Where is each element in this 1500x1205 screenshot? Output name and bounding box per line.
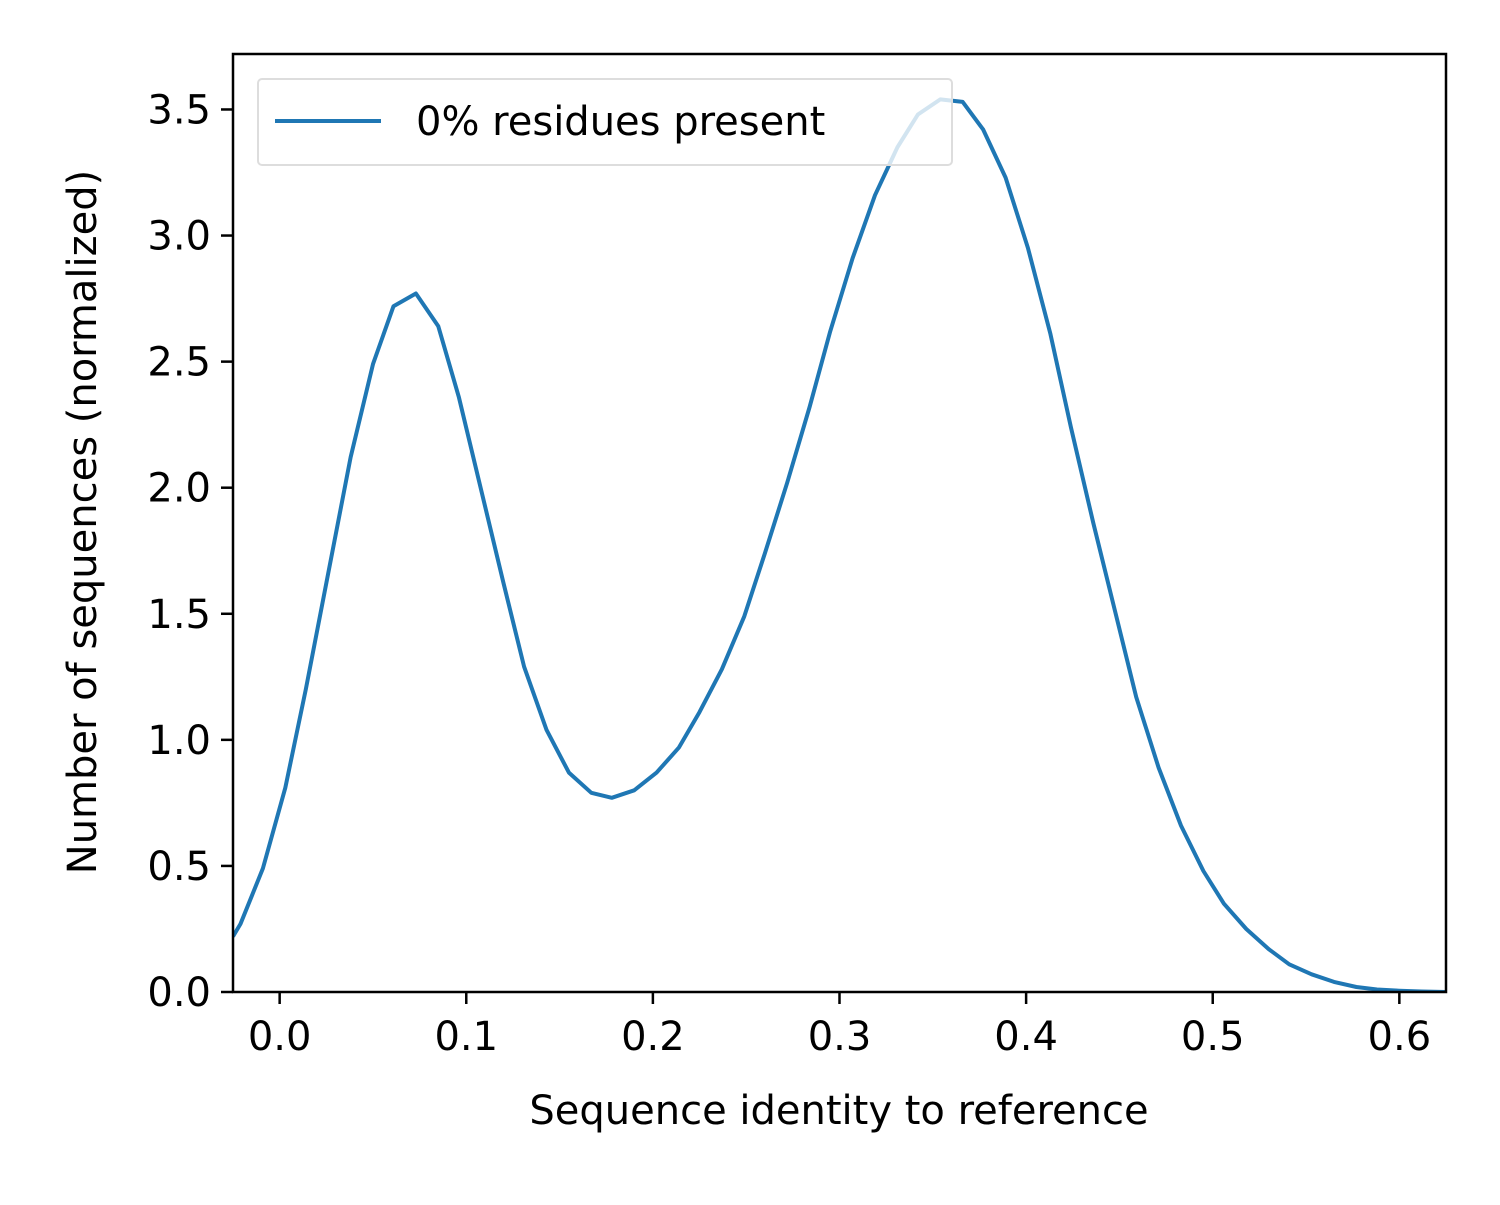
legend-box xyxy=(257,78,953,166)
y-tick-label: 1.5 xyxy=(147,592,211,638)
x-tick-label: 0.5 xyxy=(1181,1014,1245,1060)
legend-label: 0% residues present xyxy=(416,99,825,145)
series-line-0 xyxy=(233,97,1446,992)
y-tick-label: 0.0 xyxy=(147,970,211,1016)
x-tick-label: 0.6 xyxy=(1368,1014,1432,1060)
x-tick-label: 0.3 xyxy=(808,1014,872,1060)
y-tick-label: 0.5 xyxy=(147,844,211,890)
axis-ticks: 0.0 0.1 0.2 0.3 0.4 0.5 0.6 0.0 0.5 1.0 1.5 2.0 2.5 3… xyxy=(147,87,1431,1060)
plot-frame xyxy=(231,52,1448,994)
x-tick-label: 0.0 xyxy=(248,1014,312,1060)
y-tick-label: 2.5 xyxy=(147,340,211,386)
y-tick-label: 2.0 xyxy=(147,466,211,512)
x-tick-label: 0.2 xyxy=(621,1014,685,1060)
x-tick-label: 0.1 xyxy=(434,1014,498,1060)
x-tick-label: 0.4 xyxy=(994,1014,1058,1060)
legend: 0% residues present xyxy=(257,78,953,166)
y-tick-label: 1.0 xyxy=(147,718,211,764)
x-axis-title: Sequence identity to reference xyxy=(529,1088,1148,1134)
y-tick-label: 3.5 xyxy=(147,87,211,133)
y-axis-title: Number of sequences (normalized) xyxy=(60,170,106,874)
plot-area xyxy=(233,97,1446,992)
y-tick-label: 3.0 xyxy=(147,214,211,260)
